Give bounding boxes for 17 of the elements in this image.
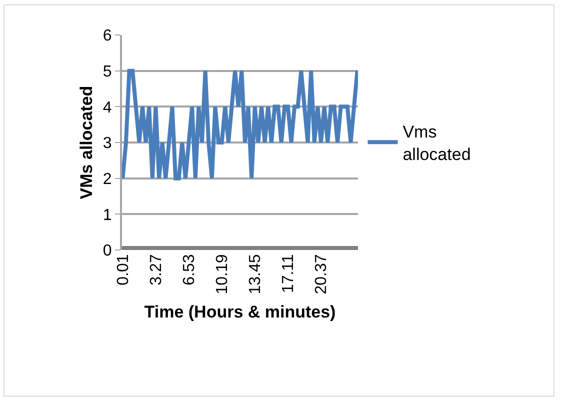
y-tick-label: 0: [102, 242, 112, 260]
legend-label: Vms allocated: [402, 122, 471, 164]
y-tick-label: 3: [102, 135, 112, 152]
x-tick-label: 13.45: [247, 254, 264, 294]
x-tick-label: 3.27: [148, 254, 165, 286]
x-tick-label: 0.01: [114, 254, 132, 286]
x-tick-label: 17.11: [280, 254, 298, 294]
x-tick-label: 6.53: [180, 254, 198, 286]
y-tick-label: 2: [102, 170, 112, 188]
y-tick-label: 5: [102, 63, 112, 80]
x-tick-label: 10.19: [214, 254, 232, 294]
x-tick-label: 20.37: [313, 254, 330, 294]
x-axis-title: Time (Hours & minutes): [144, 302, 336, 322]
y-tick-label: 6: [102, 28, 112, 45]
y-tick-label: 4: [102, 99, 112, 116]
y-axis-title: VMs allocated: [76, 86, 96, 200]
y-tick-label: 1: [102, 206, 112, 224]
